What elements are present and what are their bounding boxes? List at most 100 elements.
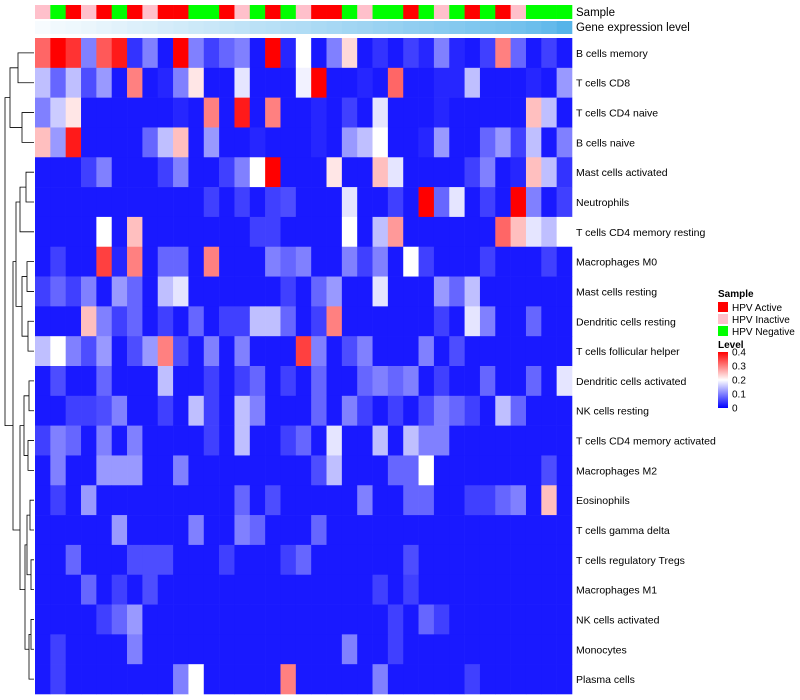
heatmap-cell [96, 127, 113, 158]
heatmap-cell [449, 216, 465, 248]
dendrogram-branch [24, 544, 29, 650]
heatmap-cell [510, 395, 527, 426]
heatmap-cell [219, 97, 235, 128]
sample-annotation-cell [541, 5, 557, 19]
heatmap-cell [173, 485, 189, 516]
heatmap-cell [50, 604, 66, 635]
heatmap-cell [449, 366, 465, 397]
heatmap-cell [525, 276, 542, 307]
sample-annotation-cell [433, 5, 450, 19]
heatmap-cell [495, 67, 511, 98]
gene-expression-annotation-cell [387, 21, 404, 34]
heatmap-cell [556, 157, 573, 188]
row-label: NK cells activated [576, 614, 660, 626]
heatmap-cell [249, 395, 266, 426]
heatmap-cell [387, 157, 404, 188]
row-label: T cells CD4 naive [576, 108, 658, 120]
heatmap-cell [295, 336, 312, 367]
heatmap-cell [234, 336, 251, 367]
heatmap-cell [387, 664, 404, 695]
sample-annotation-cell [111, 5, 128, 19]
heatmap-cell [127, 216, 143, 248]
heatmap-cell [50, 157, 66, 188]
heatmap-cell [173, 604, 189, 635]
heatmap-cell [556, 336, 573, 367]
heatmap-cell [326, 485, 343, 516]
heatmap-cell [449, 187, 465, 218]
heatmap-cell [341, 544, 358, 576]
gene-expression-annotation-label: Gene expression level [576, 22, 690, 34]
sample-annotation-cell [280, 5, 297, 19]
heatmap-cell [81, 157, 97, 188]
row-label: Macrophages M1 [576, 585, 657, 597]
heatmap-cell [96, 515, 113, 546]
heatmap-cell [295, 485, 312, 516]
heatmap-cell [510, 455, 527, 486]
heatmap-cell [311, 604, 327, 635]
row-label: Macrophages M2 [576, 465, 657, 477]
heatmap-cell [142, 97, 159, 128]
heatmap-cell [111, 485, 128, 516]
heatmap-cell [173, 276, 189, 307]
heatmap-cell [249, 515, 266, 546]
heatmap-cell [157, 127, 174, 158]
heatmap-cell [464, 127, 481, 158]
heatmap-cell [203, 336, 220, 367]
heatmap-cell [111, 187, 128, 218]
heatmap-cell [311, 157, 327, 188]
heatmap-cell [127, 634, 143, 665]
sample-annotation-cell [510, 5, 527, 19]
heatmap-cell [81, 127, 97, 158]
heatmap-cell [556, 544, 573, 576]
heatmap-cell [203, 574, 220, 605]
heatmap-cell [157, 515, 174, 546]
heatmap-cell [188, 216, 205, 248]
heatmap-cell [50, 664, 66, 695]
heatmap-cell [495, 276, 511, 307]
heatmap-cell [372, 634, 389, 665]
heatmap-cell [50, 395, 66, 426]
heatmap-cell [173, 67, 189, 98]
heatmap-cell [219, 425, 235, 456]
heatmap-cell [433, 395, 450, 426]
heatmap-cell [357, 574, 373, 605]
heatmap-cell [234, 216, 251, 248]
heatmap-cell [341, 515, 358, 546]
sample-annotation-cell [525, 5, 542, 19]
heatmap-cell [510, 336, 527, 367]
heatmap-cell [157, 425, 174, 456]
dendrogram-branch [27, 440, 34, 471]
heatmap-cell [479, 425, 496, 456]
heatmap-cell [341, 664, 358, 695]
heatmap-cell [495, 395, 511, 426]
heatmap-cell [418, 157, 435, 188]
heatmap-cell [234, 246, 251, 277]
heatmap-cell [372, 38, 389, 69]
gene-expression-annotation-cell [357, 21, 373, 34]
heatmap-cell [65, 634, 82, 665]
heatmap-cell [265, 544, 281, 576]
row-label: Neutrophils [576, 197, 629, 209]
heatmap-cell [464, 67, 481, 98]
heatmap-cell [495, 425, 511, 456]
heatmap-cell [96, 485, 113, 516]
heatmap-cell [449, 246, 465, 277]
gene-expression-annotation-cell [326, 21, 343, 34]
heatmap-cell [295, 604, 312, 635]
heatmap-cell [479, 485, 496, 516]
heatmap-cell [234, 97, 251, 128]
heatmap-cell [127, 395, 143, 426]
level-legend-tick: 0.1 [732, 390, 746, 401]
heatmap-cell [556, 455, 573, 486]
heatmap-cell [65, 664, 82, 695]
heatmap-cell [311, 634, 327, 665]
heatmap-cell [311, 67, 327, 98]
heatmap-cell [326, 38, 343, 69]
heatmap-cell [387, 246, 404, 277]
sample-annotation-cell [311, 5, 327, 19]
heatmap-cell [372, 67, 389, 98]
heatmap-cell [173, 634, 189, 665]
heatmap-cell [464, 306, 481, 337]
heatmap-cell [387, 544, 404, 576]
heatmap-cell [127, 485, 143, 516]
